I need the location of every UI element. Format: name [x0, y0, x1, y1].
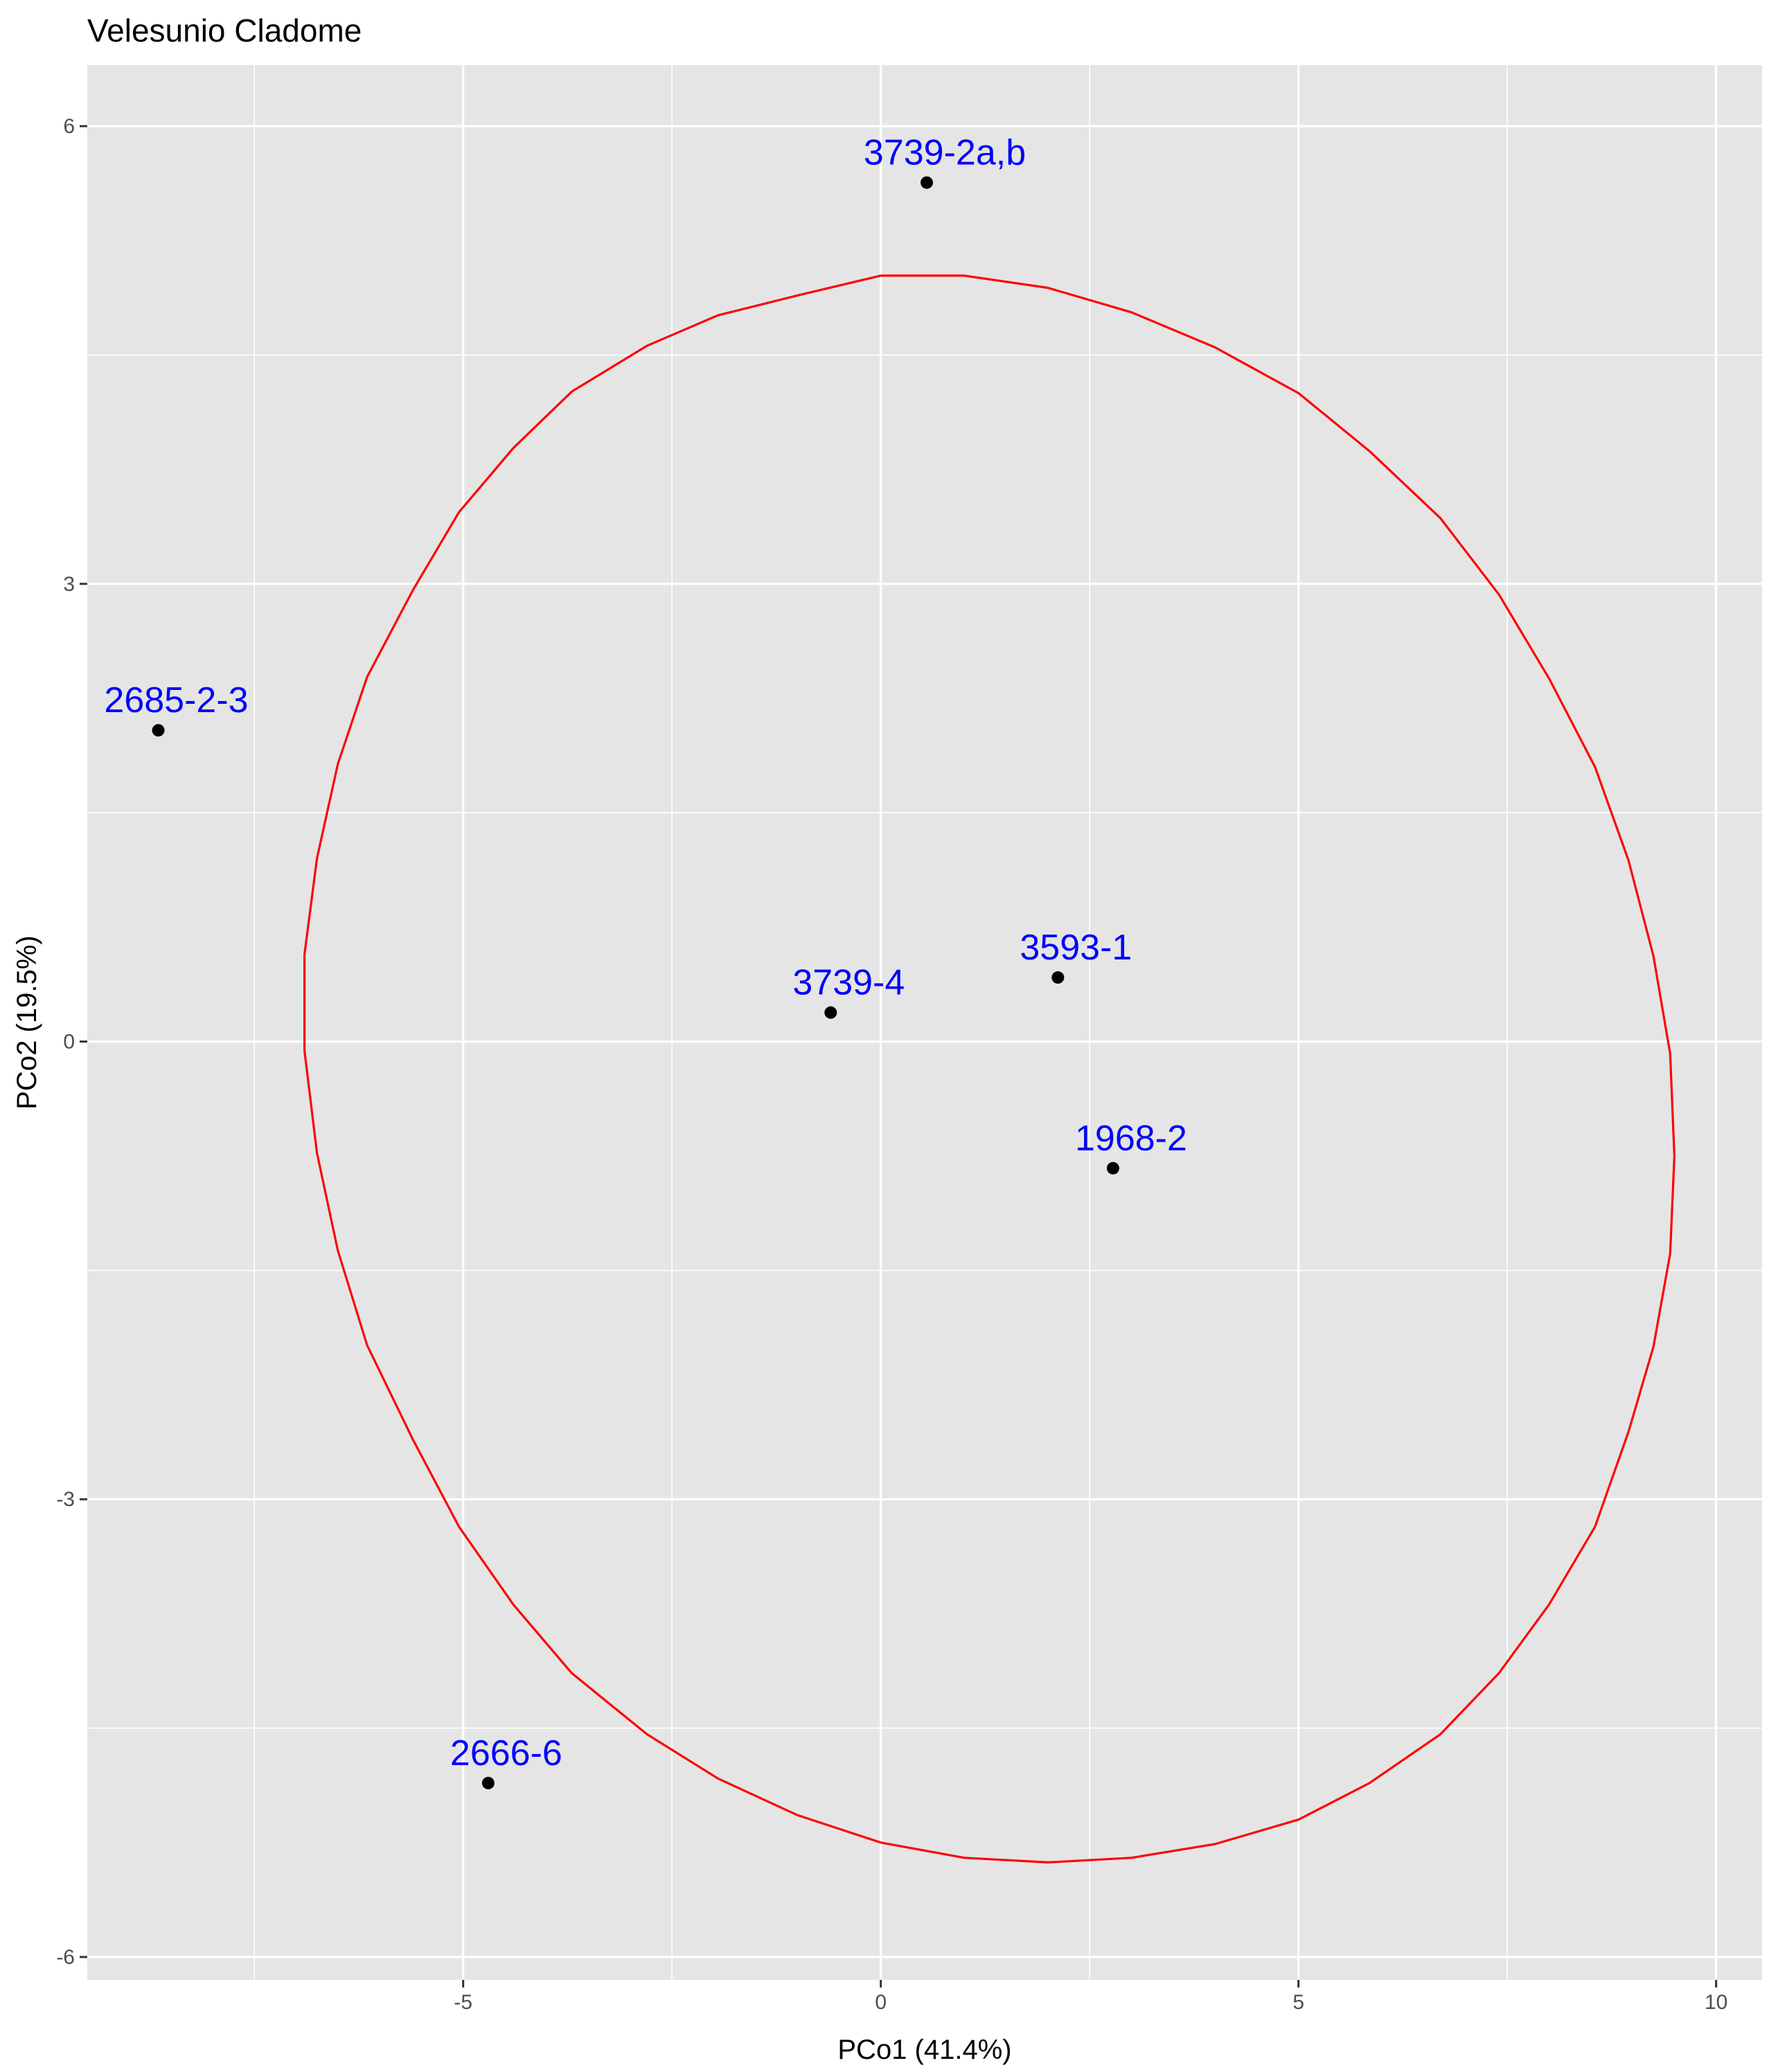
x-tick-label: 0 [875, 1991, 887, 2014]
x-tick-label: 10 [1705, 1991, 1727, 2014]
data-point-label: 1968-2 [1075, 1118, 1187, 1158]
data-point-label: 2666-6 [450, 1733, 562, 1773]
chart-title: Velesunio Cladome [87, 12, 362, 48]
x-tick-label: -5 [454, 1991, 472, 2014]
data-point [481, 1776, 495, 1789]
data-point-label: 3593-1 [1020, 928, 1132, 968]
plot-area: -5 0 5 10 -6 -3 0 3 6 3739-2a,b 2685-2-3 3593-1 3739… [56, 65, 1762, 2014]
data-point-label: 3739-2a,b [864, 133, 1026, 173]
x-axis-title: PCo1 (41.4%) [837, 2035, 1011, 2065]
plot-panel [87, 65, 1762, 1980]
data-point-label: 2685-2-3 [104, 680, 248, 720]
y-axis-title: PCo2 (19.5%) [12, 935, 42, 1109]
y-tick-label: 0 [63, 1031, 75, 1054]
x-tick-label: 5 [1292, 1991, 1304, 2014]
y-tick-label: 6 [63, 115, 75, 138]
data-point [824, 1006, 837, 1019]
data-point-label: 3739-4 [792, 963, 905, 1003]
data-point [152, 724, 165, 737]
y-tick-label: 3 [63, 573, 75, 596]
data-point [1051, 971, 1065, 984]
y-tick-label: -6 [56, 1946, 75, 1969]
confidence-ellipse [303, 274, 1675, 1863]
data-point [1106, 1162, 1119, 1175]
data-point [921, 176, 934, 189]
y-tick-label: -3 [56, 1488, 75, 1511]
